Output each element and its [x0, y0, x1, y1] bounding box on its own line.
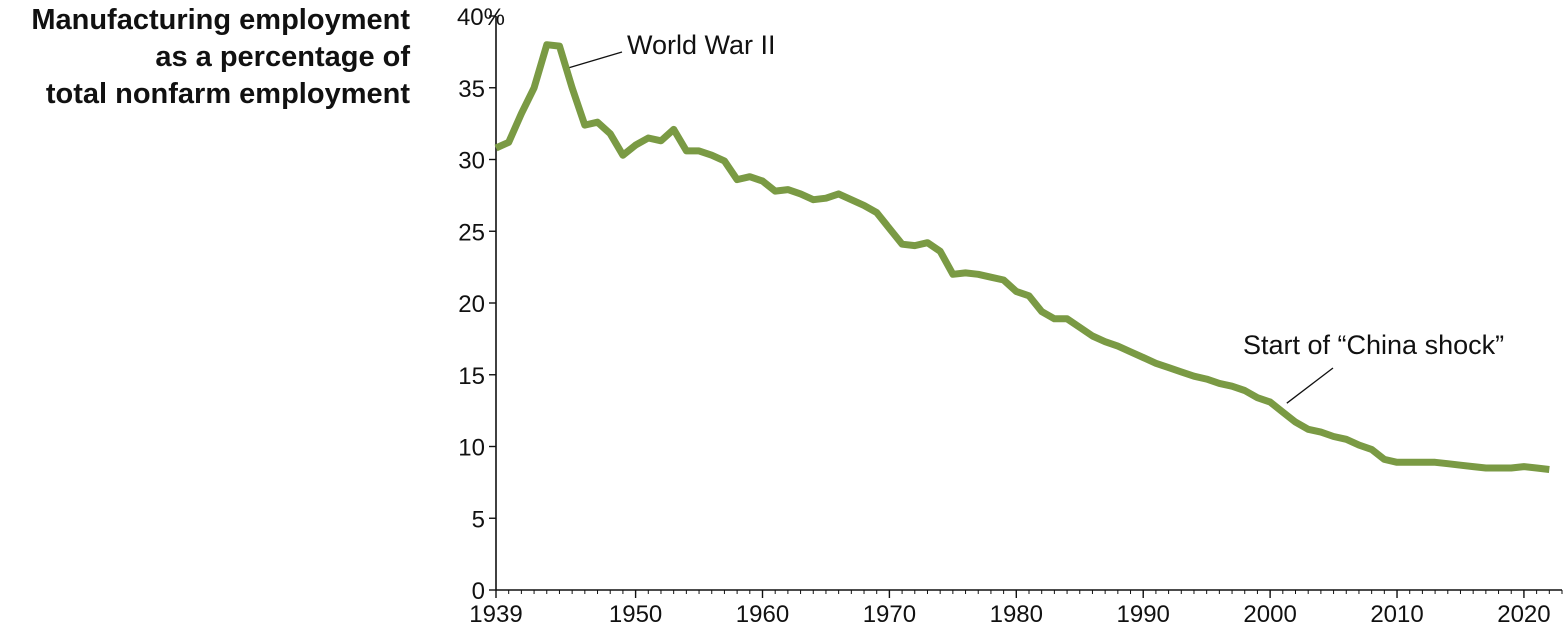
y-tick-label: 0 [472, 578, 485, 605]
y-axis-title-line-3: total nonfarm employment [45, 78, 410, 110]
x-tick-label: 1960 [736, 601, 789, 628]
x-tick-label: 2000 [1243, 601, 1296, 628]
axes: 0 5 10 15 20 25 30 35 40% 1939 1950 1960 1970 1980 199… [457, 4, 1563, 628]
x-tick-label: 2010 [1370, 601, 1423, 628]
y-tick-label: 10 [458, 435, 485, 462]
annotation-leader-china-shock [1286, 367, 1334, 404]
x-tick-label: 1950 [609, 601, 662, 628]
series-line-0 [494, 41, 1550, 473]
y-tick-label: 15 [458, 363, 485, 390]
y-tick-label: 20 [458, 291, 485, 318]
y-tick-label: 30 [458, 148, 485, 175]
y-axis-title-line-2: as a percentage of [155, 41, 410, 73]
y-tick-label: 25 [458, 219, 485, 246]
y-axis-title-line-1: Manufacturing employment [31, 4, 410, 36]
y-tick-label: 5 [472, 506, 485, 533]
x-tick-label: 2020 [1497, 601, 1550, 628]
annotations: World War II Start of “China shock” [563, 30, 1504, 404]
series-group [494, 41, 1550, 473]
y-tick-label: 35 [458, 76, 485, 103]
x-tick-label: 1980 [990, 601, 1043, 628]
annotation-china-shock: Start of “China shock” [1243, 330, 1504, 360]
annotation-leader-world-war-ii [563, 51, 623, 71]
annotation-world-war-ii: World War II [627, 30, 776, 60]
x-tick-label: 1990 [1117, 601, 1170, 628]
x-tick-label: 1939 [469, 601, 522, 628]
x-tick-label: 1970 [863, 601, 916, 628]
y-axis-title: Manufacturing employment as a percentage… [0, 2, 410, 113]
y-tick-label: 40% [457, 4, 505, 31]
